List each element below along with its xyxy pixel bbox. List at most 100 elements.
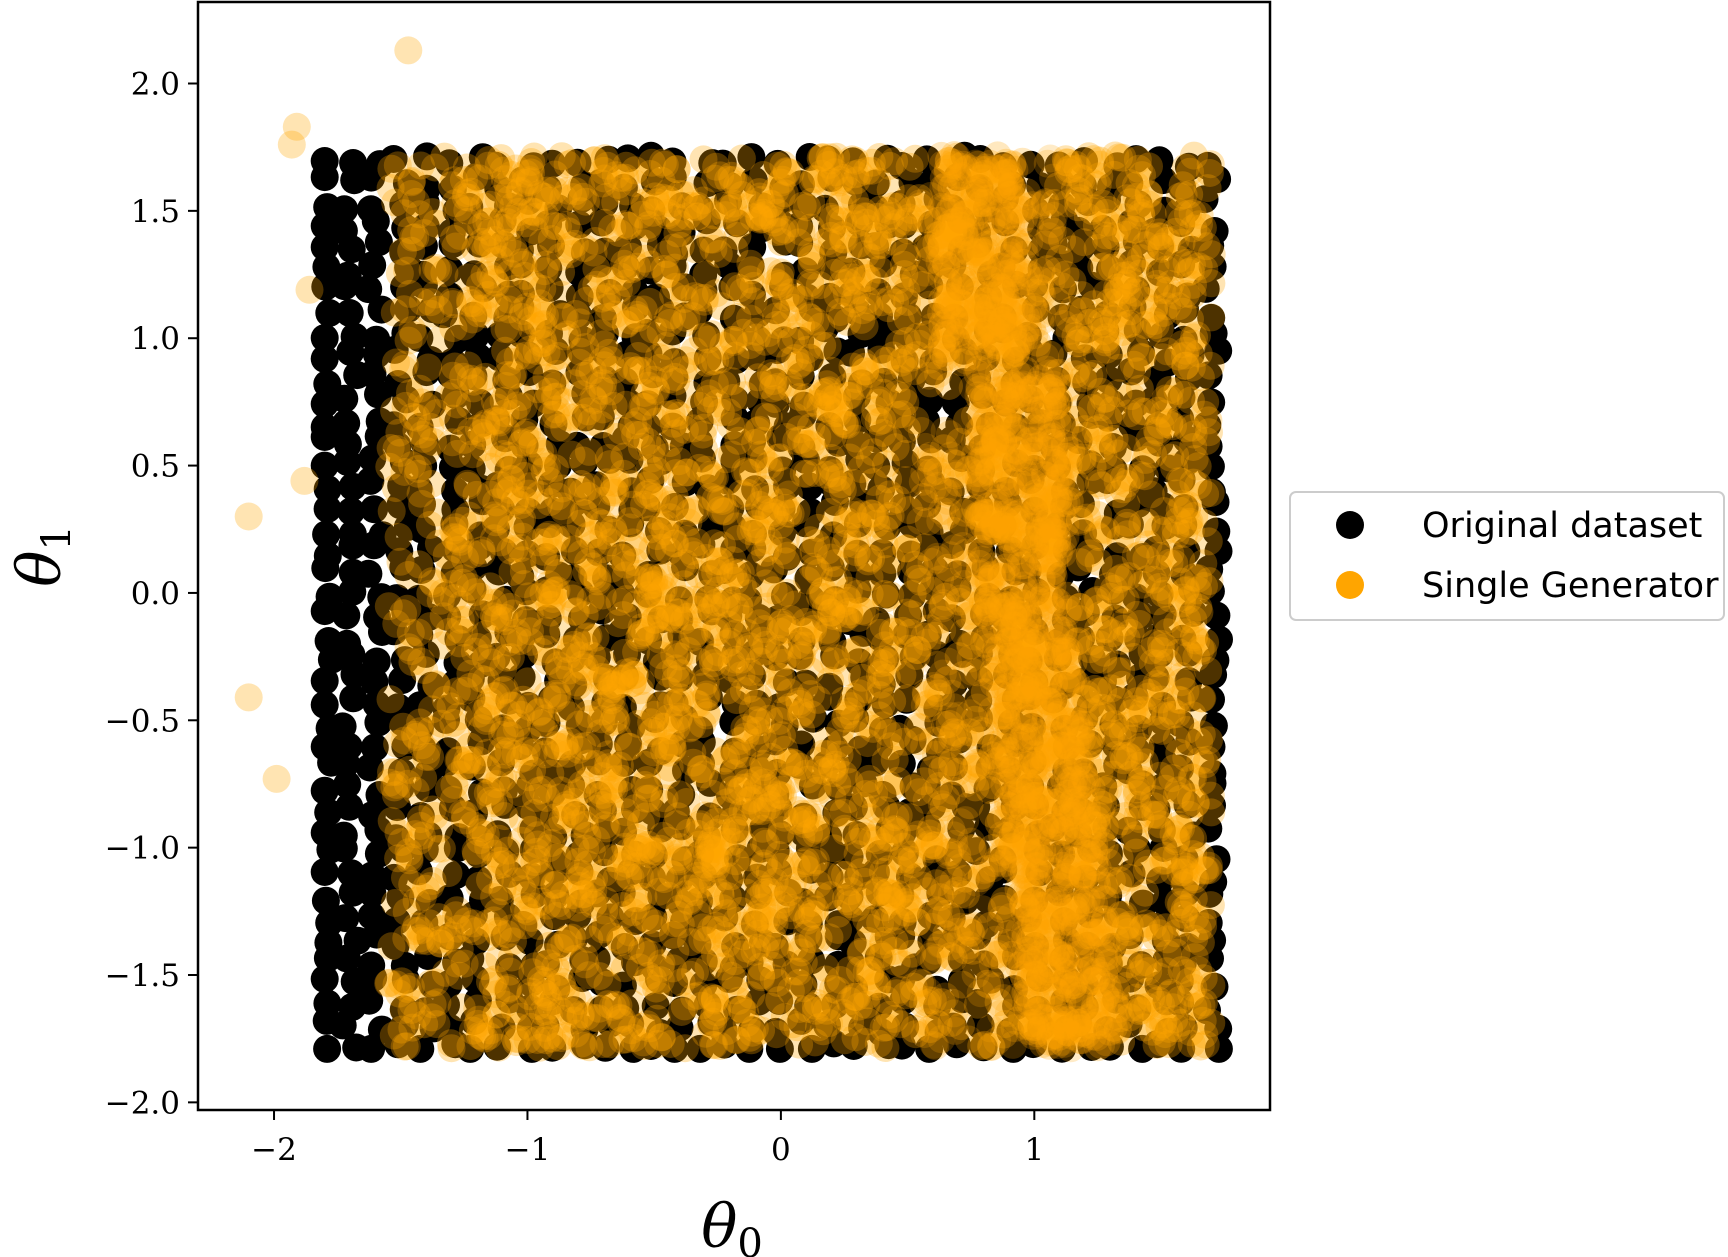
original-point <box>389 190 418 219</box>
original-point <box>694 683 723 711</box>
generator-point <box>408 882 437 911</box>
original-point <box>418 390 447 419</box>
original-point <box>585 538 613 567</box>
generator-point <box>820 834 849 863</box>
generator-point <box>894 525 922 554</box>
original-point <box>409 260 438 289</box>
generator-point <box>458 511 487 540</box>
original-point <box>646 737 675 766</box>
original-point <box>328 712 357 741</box>
generator-point <box>1191 480 1220 509</box>
original-point <box>337 859 366 888</box>
original-point <box>636 256 665 285</box>
original-point <box>310 413 339 442</box>
original-point <box>457 684 486 713</box>
original-point <box>768 456 797 485</box>
original-point <box>539 823 568 852</box>
original-point <box>637 141 665 170</box>
original-point <box>405 714 434 743</box>
original-point <box>330 195 359 224</box>
original-point <box>514 497 543 526</box>
original-point <box>764 857 793 886</box>
original-point <box>620 278 649 306</box>
original-point <box>435 255 464 284</box>
original-point <box>360 733 389 762</box>
original-point <box>632 319 661 347</box>
original-point <box>712 367 741 396</box>
original-point <box>586 168 615 197</box>
original-point <box>660 492 689 521</box>
original-point <box>333 430 362 459</box>
original-point <box>738 662 767 691</box>
original-point <box>608 541 637 570</box>
original-point <box>738 1016 766 1045</box>
original-point <box>667 780 696 809</box>
original-point <box>767 495 796 523</box>
original-point <box>462 927 490 956</box>
original-point <box>686 194 715 223</box>
original-point <box>509 911 538 939</box>
original-point <box>356 195 385 224</box>
original-point <box>407 515 436 544</box>
original-point <box>464 865 493 894</box>
original-point <box>506 562 535 591</box>
original-point <box>607 878 636 907</box>
original-point <box>360 495 389 524</box>
original-point <box>589 432 618 460</box>
original-point <box>687 749 715 778</box>
original-point <box>760 932 789 961</box>
original-point <box>335 299 364 327</box>
original-point <box>313 494 342 523</box>
original-point <box>382 906 411 935</box>
original-point <box>333 629 362 658</box>
original-point <box>408 734 437 763</box>
original-point <box>561 801 590 829</box>
original-point <box>438 347 467 376</box>
original-point <box>441 477 470 506</box>
original-point <box>532 709 561 738</box>
original-point <box>742 689 771 718</box>
original-point <box>331 904 360 933</box>
original-point <box>507 320 536 349</box>
original-point <box>338 520 367 548</box>
original-point <box>406 1034 435 1063</box>
original-point <box>495 953 524 982</box>
generator-point <box>870 530 899 559</box>
generator-point <box>674 637 703 665</box>
original-point <box>534 254 563 283</box>
generator-point <box>1102 656 1131 685</box>
original-point <box>693 344 722 373</box>
original-point <box>614 233 642 262</box>
original-point <box>698 512 726 541</box>
generator-point <box>826 966 855 994</box>
original-point <box>310 776 339 805</box>
original-point <box>563 148 592 177</box>
original-point <box>608 971 637 1000</box>
generator-point <box>828 998 857 1027</box>
generator-point <box>699 234 728 263</box>
original-point <box>660 689 689 718</box>
original-point <box>379 411 408 440</box>
original-point <box>310 690 339 719</box>
original-point <box>633 493 661 522</box>
original-point <box>720 737 749 766</box>
original-point <box>487 495 516 524</box>
original-point <box>609 817 637 846</box>
original-point <box>459 553 488 582</box>
original-point <box>464 705 493 734</box>
generator-point <box>384 522 413 551</box>
original-point <box>685 716 714 745</box>
generator-point <box>642 974 671 1003</box>
generator-point <box>798 899 827 928</box>
generator-point <box>771 547 800 576</box>
original-point <box>533 604 562 633</box>
original-point <box>744 987 773 1016</box>
original-point <box>556 693 585 722</box>
original-point <box>539 409 568 438</box>
original-point <box>613 144 642 173</box>
generator-point <box>926 506 955 535</box>
original-point <box>329 821 358 850</box>
generator-point <box>921 621 950 650</box>
original-point <box>484 174 513 203</box>
